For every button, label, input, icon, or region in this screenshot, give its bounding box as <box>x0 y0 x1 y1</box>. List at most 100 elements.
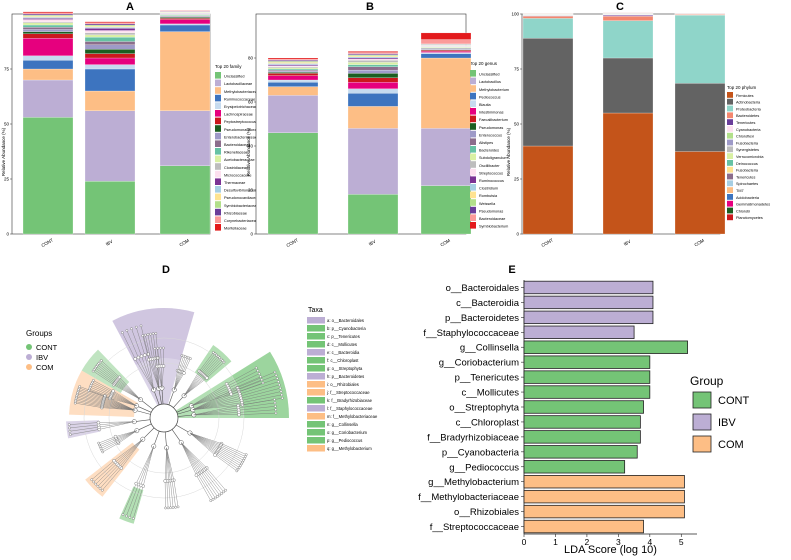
tree-leaf <box>68 429 72 433</box>
bar-segment <box>347 128 399 195</box>
tree-branch <box>144 355 154 390</box>
legend-label: Cyanobacteria <box>736 128 761 132</box>
tree-branch <box>181 442 202 473</box>
tree-branch <box>193 409 239 416</box>
tree-node <box>237 413 241 417</box>
bar-segment <box>347 77 399 83</box>
bar-segment <box>267 67 319 70</box>
legend-swatch <box>727 166 733 173</box>
lda-bar <box>523 370 651 384</box>
taxa-legend-swatch <box>307 317 325 324</box>
tree-branch <box>189 432 221 447</box>
tree-branch <box>101 360 120 378</box>
tree-branch <box>93 370 114 385</box>
bar-segment <box>267 57 319 60</box>
taxa-legend-label: n: g__Collinsella <box>327 422 358 427</box>
tree-leaf <box>218 493 221 497</box>
x-tick-label: IBV <box>623 239 632 247</box>
lda-bar-label: f__Staphylococcaceae <box>423 328 519 339</box>
x-tick-label: 3 <box>616 537 621 547</box>
tree-branch <box>95 463 117 485</box>
legend-label: Rhizobiaceae <box>224 211 247 215</box>
tree-branch <box>189 432 216 454</box>
lda-bar <box>523 460 626 474</box>
tree-leaf <box>171 506 175 509</box>
legend-swatch <box>470 214 476 221</box>
tree-leaf <box>220 492 223 495</box>
legend-label: Unclassified <box>479 73 499 77</box>
tree-root <box>149 403 179 433</box>
bar-segment <box>159 18 211 20</box>
tree-branch <box>98 421 135 423</box>
tree-branch <box>202 356 219 375</box>
tree-branch <box>158 388 162 405</box>
tree-branch <box>154 358 159 389</box>
taxa-legend: a: o__Bacteroidales b: p__Cyanobacteria c:… <box>307 317 378 452</box>
tree-branch <box>168 389 175 405</box>
panel-b-stacked-bars: 0 20 40 60 80 CONT IBV COM Unclassified Lactobaci… <box>248 13 509 248</box>
clade-highlight <box>174 351 289 418</box>
tree-branch <box>95 367 116 383</box>
bar-segment <box>159 19 211 25</box>
taxa-legend-swatch <box>307 413 325 420</box>
tree-branch <box>78 390 104 400</box>
tree-leaf <box>275 377 279 380</box>
tree-leaf <box>273 370 277 374</box>
legend-swatch <box>470 199 476 206</box>
taxa-legend-label: q: g__Methylobacterium <box>327 446 372 451</box>
taxa-legend-swatch <box>307 381 325 388</box>
tree-branch <box>96 366 117 382</box>
tree-branch <box>126 330 139 358</box>
tree-branch <box>109 398 137 406</box>
tree-leaf <box>166 506 170 510</box>
bar-segment <box>347 53 399 55</box>
taxa-legend-swatch <box>307 325 325 332</box>
lda-bar <box>523 489 685 504</box>
tree-branch <box>241 394 282 403</box>
tree-branch <box>238 409 276 413</box>
tree-leaf <box>159 346 162 350</box>
tree-branch <box>166 447 171 481</box>
tree-leaf <box>254 366 258 370</box>
tree-branch <box>226 367 257 385</box>
taxa-legend-label: f: c__Chloroplast <box>327 358 359 363</box>
tree-branch <box>189 432 220 448</box>
bar-segment <box>22 55 74 61</box>
tree-branch <box>115 381 141 400</box>
legend-swatch <box>727 214 733 221</box>
tree-branch <box>203 357 220 376</box>
taxa-legend-title: Taxa <box>308 307 323 314</box>
tree-leaf <box>101 488 104 492</box>
tree-branch <box>200 472 218 497</box>
legend-label: Lachnospiraceae <box>224 113 253 117</box>
tree-leaf <box>274 411 278 415</box>
bar-segment <box>420 39 472 45</box>
bar-segment <box>84 27 136 29</box>
bar-segment <box>22 117 74 235</box>
group-legend-label: CONT <box>36 343 58 352</box>
group-legend-dot <box>26 354 32 360</box>
tree-branch <box>220 446 245 459</box>
bar-segment <box>347 73 399 78</box>
bar-segment <box>159 24 211 32</box>
tree-branch <box>77 392 104 401</box>
lda-legend-swatch <box>692 413 712 431</box>
tree-branch <box>118 378 141 400</box>
tree-leaf <box>280 393 284 397</box>
tree-branch <box>177 355 183 371</box>
tree-leaf <box>189 357 192 360</box>
bar-segment <box>267 71 319 73</box>
tree-branch <box>115 430 137 437</box>
y-tick-label: 0 <box>250 232 253 237</box>
tree-leaf <box>261 381 265 385</box>
y-tick-label: 60 <box>248 100 254 105</box>
tree-node <box>96 420 101 425</box>
tree-branch <box>174 372 185 390</box>
y-tick-label: 0 <box>516 232 519 237</box>
tree-branch <box>115 439 143 463</box>
tree-branch <box>142 335 150 360</box>
lda-bar <box>523 340 688 354</box>
legend-label: Enterobacteriaceae <box>224 135 257 139</box>
bar-segment <box>22 22 74 26</box>
legend-label: Pseudomonas <box>479 126 503 130</box>
